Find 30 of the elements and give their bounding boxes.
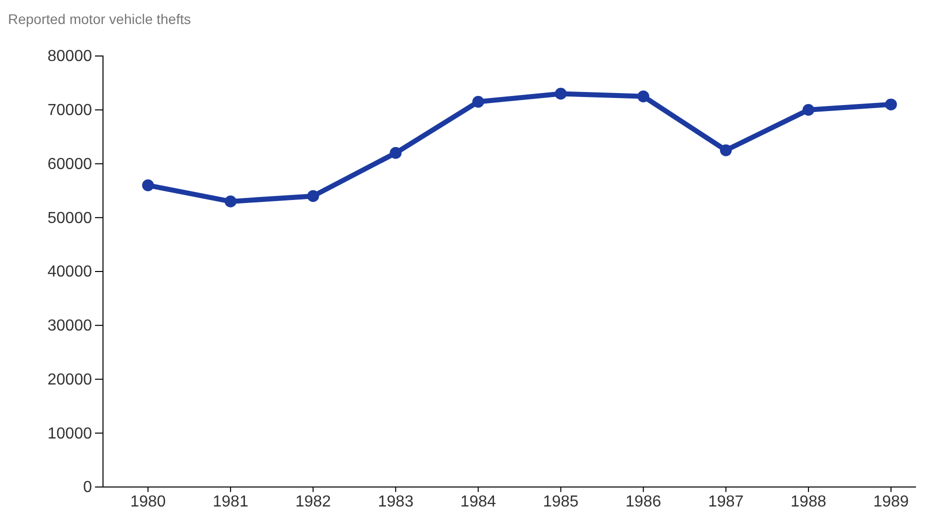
x-tick-label: 1987	[708, 493, 744, 510]
x-tick-label: 1985	[542, 493, 579, 510]
x-tick-label: 1986	[626, 493, 662, 510]
point	[307, 190, 320, 202]
point	[885, 98, 897, 110]
y-tick-label: 30000	[48, 317, 92, 334]
chart-title: Reported motor vehicle thefts	[8, 11, 191, 27]
point	[224, 196, 236, 208]
x-tick-label: 1984	[460, 493, 496, 510]
x-tick-label: 1988	[790, 493, 826, 510]
x-tick-label: 1980	[130, 493, 166, 510]
y-tick-label: 50000	[48, 210, 92, 227]
y-tick-label: 20000	[48, 371, 92, 388]
point	[142, 179, 154, 192]
point	[472, 96, 484, 108]
y-tick-label: 40000	[48, 264, 92, 281]
x-tick-label: 1982	[295, 493, 332, 510]
x-tick-label: 1989	[873, 493, 909, 510]
y-tick-label: 0	[83, 479, 92, 496]
point	[637, 90, 650, 102]
point	[720, 144, 732, 156]
x-tick-label: 1981	[212, 493, 248, 510]
x-tick-label: 1983	[378, 493, 414, 510]
y-tick-label: 70000	[48, 102, 92, 119]
point	[802, 104, 814, 116]
point	[554, 88, 567, 100]
point	[390, 147, 402, 159]
y-tick-label: 80000	[48, 48, 92, 66]
y-tick-label: 10000	[48, 425, 92, 442]
y-tick-label: 60000	[48, 156, 92, 173]
